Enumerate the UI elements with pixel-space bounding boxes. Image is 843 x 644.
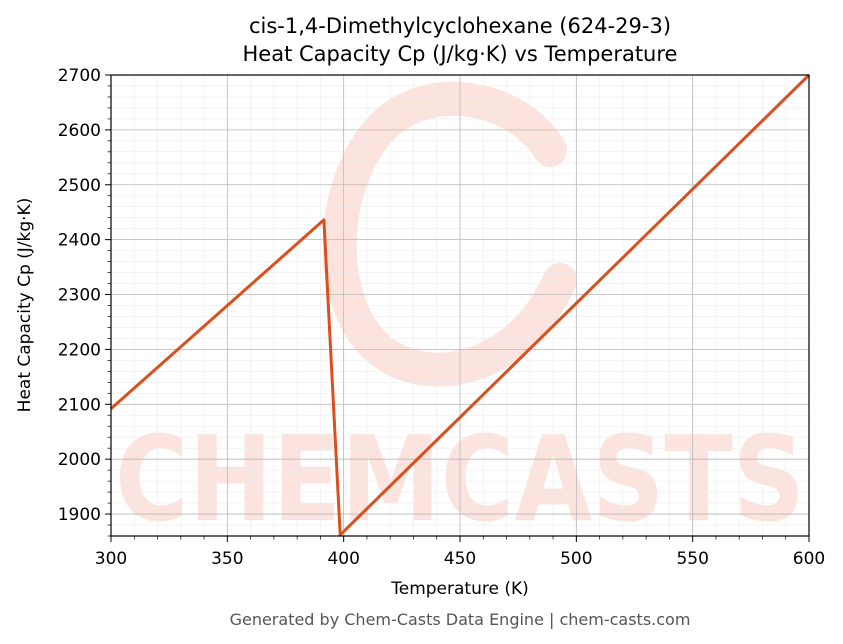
- y-tick-label: 2200: [58, 340, 101, 360]
- chart-title-line-2: Heat Capacity Cp (J/kg·K) vs Temperature: [243, 42, 678, 66]
- x-tick-label: 350: [211, 549, 243, 569]
- y-tick-label: 2500: [58, 176, 101, 196]
- x-axis: 300 350 400 450 500 550 600: [95, 536, 825, 569]
- y-tick-label: 2300: [58, 286, 101, 306]
- x-tick-label: 600: [793, 549, 825, 569]
- y-tick-label: 2400: [58, 231, 101, 251]
- footer-credit: Generated by Chem-Casts Data Engine | ch…: [230, 610, 691, 629]
- x-axis-label: Temperature (K): [390, 579, 529, 599]
- x-tick-label: 550: [676, 549, 708, 569]
- y-tick-label: 1900: [58, 505, 101, 525]
- x-tick-label: 500: [560, 549, 592, 569]
- x-tick-label: 400: [327, 549, 359, 569]
- watermark-swirl: [322, 81, 577, 387]
- y-tick-label: 2600: [58, 121, 101, 141]
- series-layer: [110, 73, 811, 537]
- y-tick-label: 2100: [58, 395, 101, 415]
- series-line: [110, 73, 811, 537]
- x-tick-label: 300: [95, 549, 127, 569]
- chart-title-line-1: cis-1,4-Dimethylcyclohexane (624-29-3): [249, 14, 671, 38]
- y-tick-label: 2700: [58, 66, 101, 86]
- y-axis: 1900 2000 2100 2200 2300 2400 2500 2600 2700: [58, 66, 111, 537]
- y-tick-label: 2000: [58, 450, 101, 470]
- y-axis-label: Heat Capacity Cp (J/kg·K): [15, 198, 35, 413]
- x-tick-label: 450: [444, 549, 476, 569]
